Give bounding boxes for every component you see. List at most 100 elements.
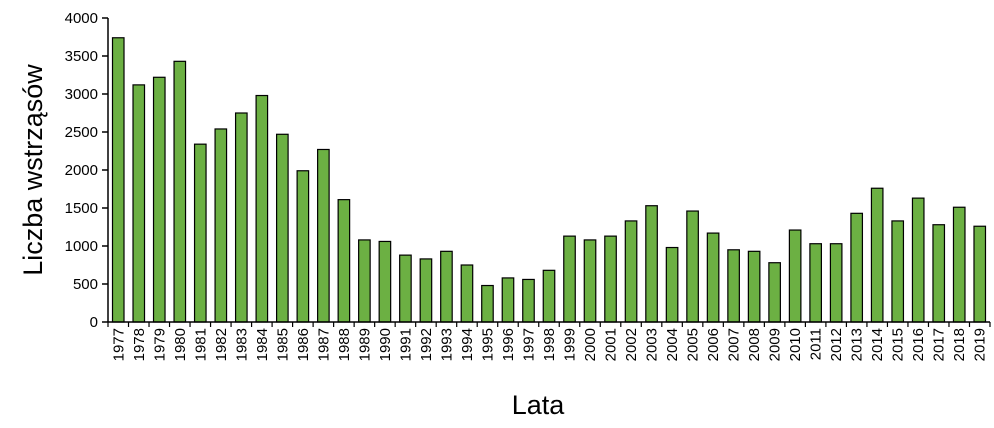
x-tick-label: 1990 — [377, 328, 394, 361]
x-tick-label: 2013 — [849, 328, 866, 361]
bar-1981 — [193, 143, 207, 323]
x-tick-label: 1994 — [459, 328, 476, 361]
y-axis: 0 500 1000 1500 2000 2500 3000 3500 4000 — [65, 10, 109, 331]
y-tick-label: 1000 — [65, 238, 98, 255]
y-axis-title: Liczba wstrząsów — [18, 64, 48, 276]
bar-1993 — [440, 250, 453, 323]
bar-1991 — [399, 254, 412, 323]
bar-2000 — [583, 239, 597, 323]
x-tick-label: 1997 — [520, 328, 537, 361]
x-tick-label: 1978 — [131, 328, 148, 361]
y-tick-label: 2000 — [65, 162, 98, 179]
x-tick-label: 2002 — [623, 328, 640, 361]
y-tick-label: 3500 — [65, 48, 98, 65]
bar-1987 — [317, 148, 330, 323]
bar-2006 — [706, 232, 720, 323]
x-tick-label: 1996 — [500, 328, 517, 361]
bar-1977 — [111, 37, 125, 323]
bar-1994 — [460, 264, 474, 323]
x-tick-label: 2017 — [931, 328, 948, 361]
bar-2009 — [768, 262, 781, 323]
bar-2011 — [809, 243, 823, 323]
x-tick-label: 2004 — [664, 328, 681, 361]
bar-2004 — [665, 246, 679, 323]
bar-1983 — [234, 112, 248, 323]
x-tick-label: 1981 — [192, 328, 209, 361]
y-tick-label: 1500 — [65, 200, 98, 217]
x-tick-label: 1980 — [172, 328, 189, 361]
bar-2001 — [604, 235, 617, 323]
bar-2003 — [645, 205, 658, 323]
x-tick-label: 2019 — [972, 328, 989, 361]
bar-2015 — [891, 220, 905, 323]
x-tick-label: 1999 — [562, 328, 579, 361]
x-tick-label: 1993 — [438, 328, 455, 361]
x-tick-label: 1983 — [233, 328, 250, 361]
y-tick-label: 0 — [90, 314, 98, 331]
y-tick-label: 3000 — [65, 86, 98, 103]
bar-1985 — [275, 133, 289, 323]
x-tick-label: 2000 — [582, 328, 599, 361]
bar-2014 — [870, 187, 884, 323]
x-tick-label: 2016 — [910, 328, 927, 361]
y-tick-label: 500 — [73, 276, 98, 293]
x-tick-label: 1979 — [151, 328, 168, 361]
bar-1999 — [563, 235, 576, 323]
x-tick-label: 1987 — [315, 328, 332, 361]
y-tick-label: 4000 — [65, 10, 98, 27]
x-tick-label: 2005 — [685, 328, 702, 361]
x-tick-label: 1982 — [213, 328, 230, 361]
x-axis-title: Lata — [512, 390, 566, 420]
bar-1995 — [481, 284, 494, 323]
x-tick-label: 1989 — [356, 328, 373, 361]
x-axis: 1977 1978 1979 1980 1981 1982 1983 1984 1985 1986… — [107, 321, 991, 361]
bar-1978 — [132, 84, 146, 323]
x-tick-label: 1985 — [274, 328, 291, 361]
x-tick-label: 2015 — [890, 328, 907, 361]
x-tick-label: 1991 — [397, 328, 414, 361]
x-tick-label: 2008 — [746, 328, 763, 361]
y-tick-label: 2500 — [65, 124, 98, 141]
bar-2018 — [952, 206, 966, 323]
x-tick-label: 2018 — [951, 328, 968, 361]
x-tick-label: 2003 — [644, 328, 661, 361]
bar-1997 — [522, 278, 535, 323]
bar-2005 — [686, 210, 699, 323]
x-tick-label: 1988 — [336, 328, 353, 361]
x-tick-label: 1995 — [479, 328, 496, 361]
x-tick-label: 1984 — [254, 328, 271, 361]
bar-1992 — [419, 258, 433, 323]
bar-1982 — [214, 128, 228, 323]
x-tick-label: 1986 — [295, 328, 312, 361]
bar-2017 — [932, 224, 946, 323]
bar-1996 — [501, 277, 515, 323]
x-tick-label: 1977 — [110, 328, 127, 361]
bar-2012 — [829, 243, 843, 323]
bar-1990 — [378, 240, 392, 323]
x-tick-label: 2014 — [869, 328, 886, 361]
bar-1988 — [337, 199, 351, 323]
bar-1998 — [542, 269, 556, 323]
bar-1984 — [255, 94, 269, 323]
bar-2010 — [788, 229, 802, 323]
x-tick-label: 2001 — [603, 328, 620, 361]
bar-2002 — [624, 220, 638, 323]
bars — [111, 37, 987, 323]
bar-1986 — [296, 170, 310, 323]
x-tick-label: 1992 — [418, 328, 435, 361]
bar-1989 — [358, 239, 371, 323]
x-tick-label: 1998 — [541, 328, 558, 361]
bar-2013 — [850, 212, 864, 323]
bar-1979 — [152, 76, 166, 323]
x-tick-label: 2010 — [787, 328, 804, 361]
bar-2007 — [727, 249, 740, 323]
bar-1980 — [173, 60, 187, 323]
bar-2016 — [911, 197, 925, 323]
x-tick-label: 2011 — [808, 328, 825, 360]
bar-2008 — [747, 250, 761, 323]
bar-2019 — [973, 225, 987, 323]
x-tick-label: 2006 — [705, 328, 722, 361]
x-tick-label: 2012 — [828, 328, 845, 361]
x-tick-label: 2009 — [767, 328, 784, 361]
